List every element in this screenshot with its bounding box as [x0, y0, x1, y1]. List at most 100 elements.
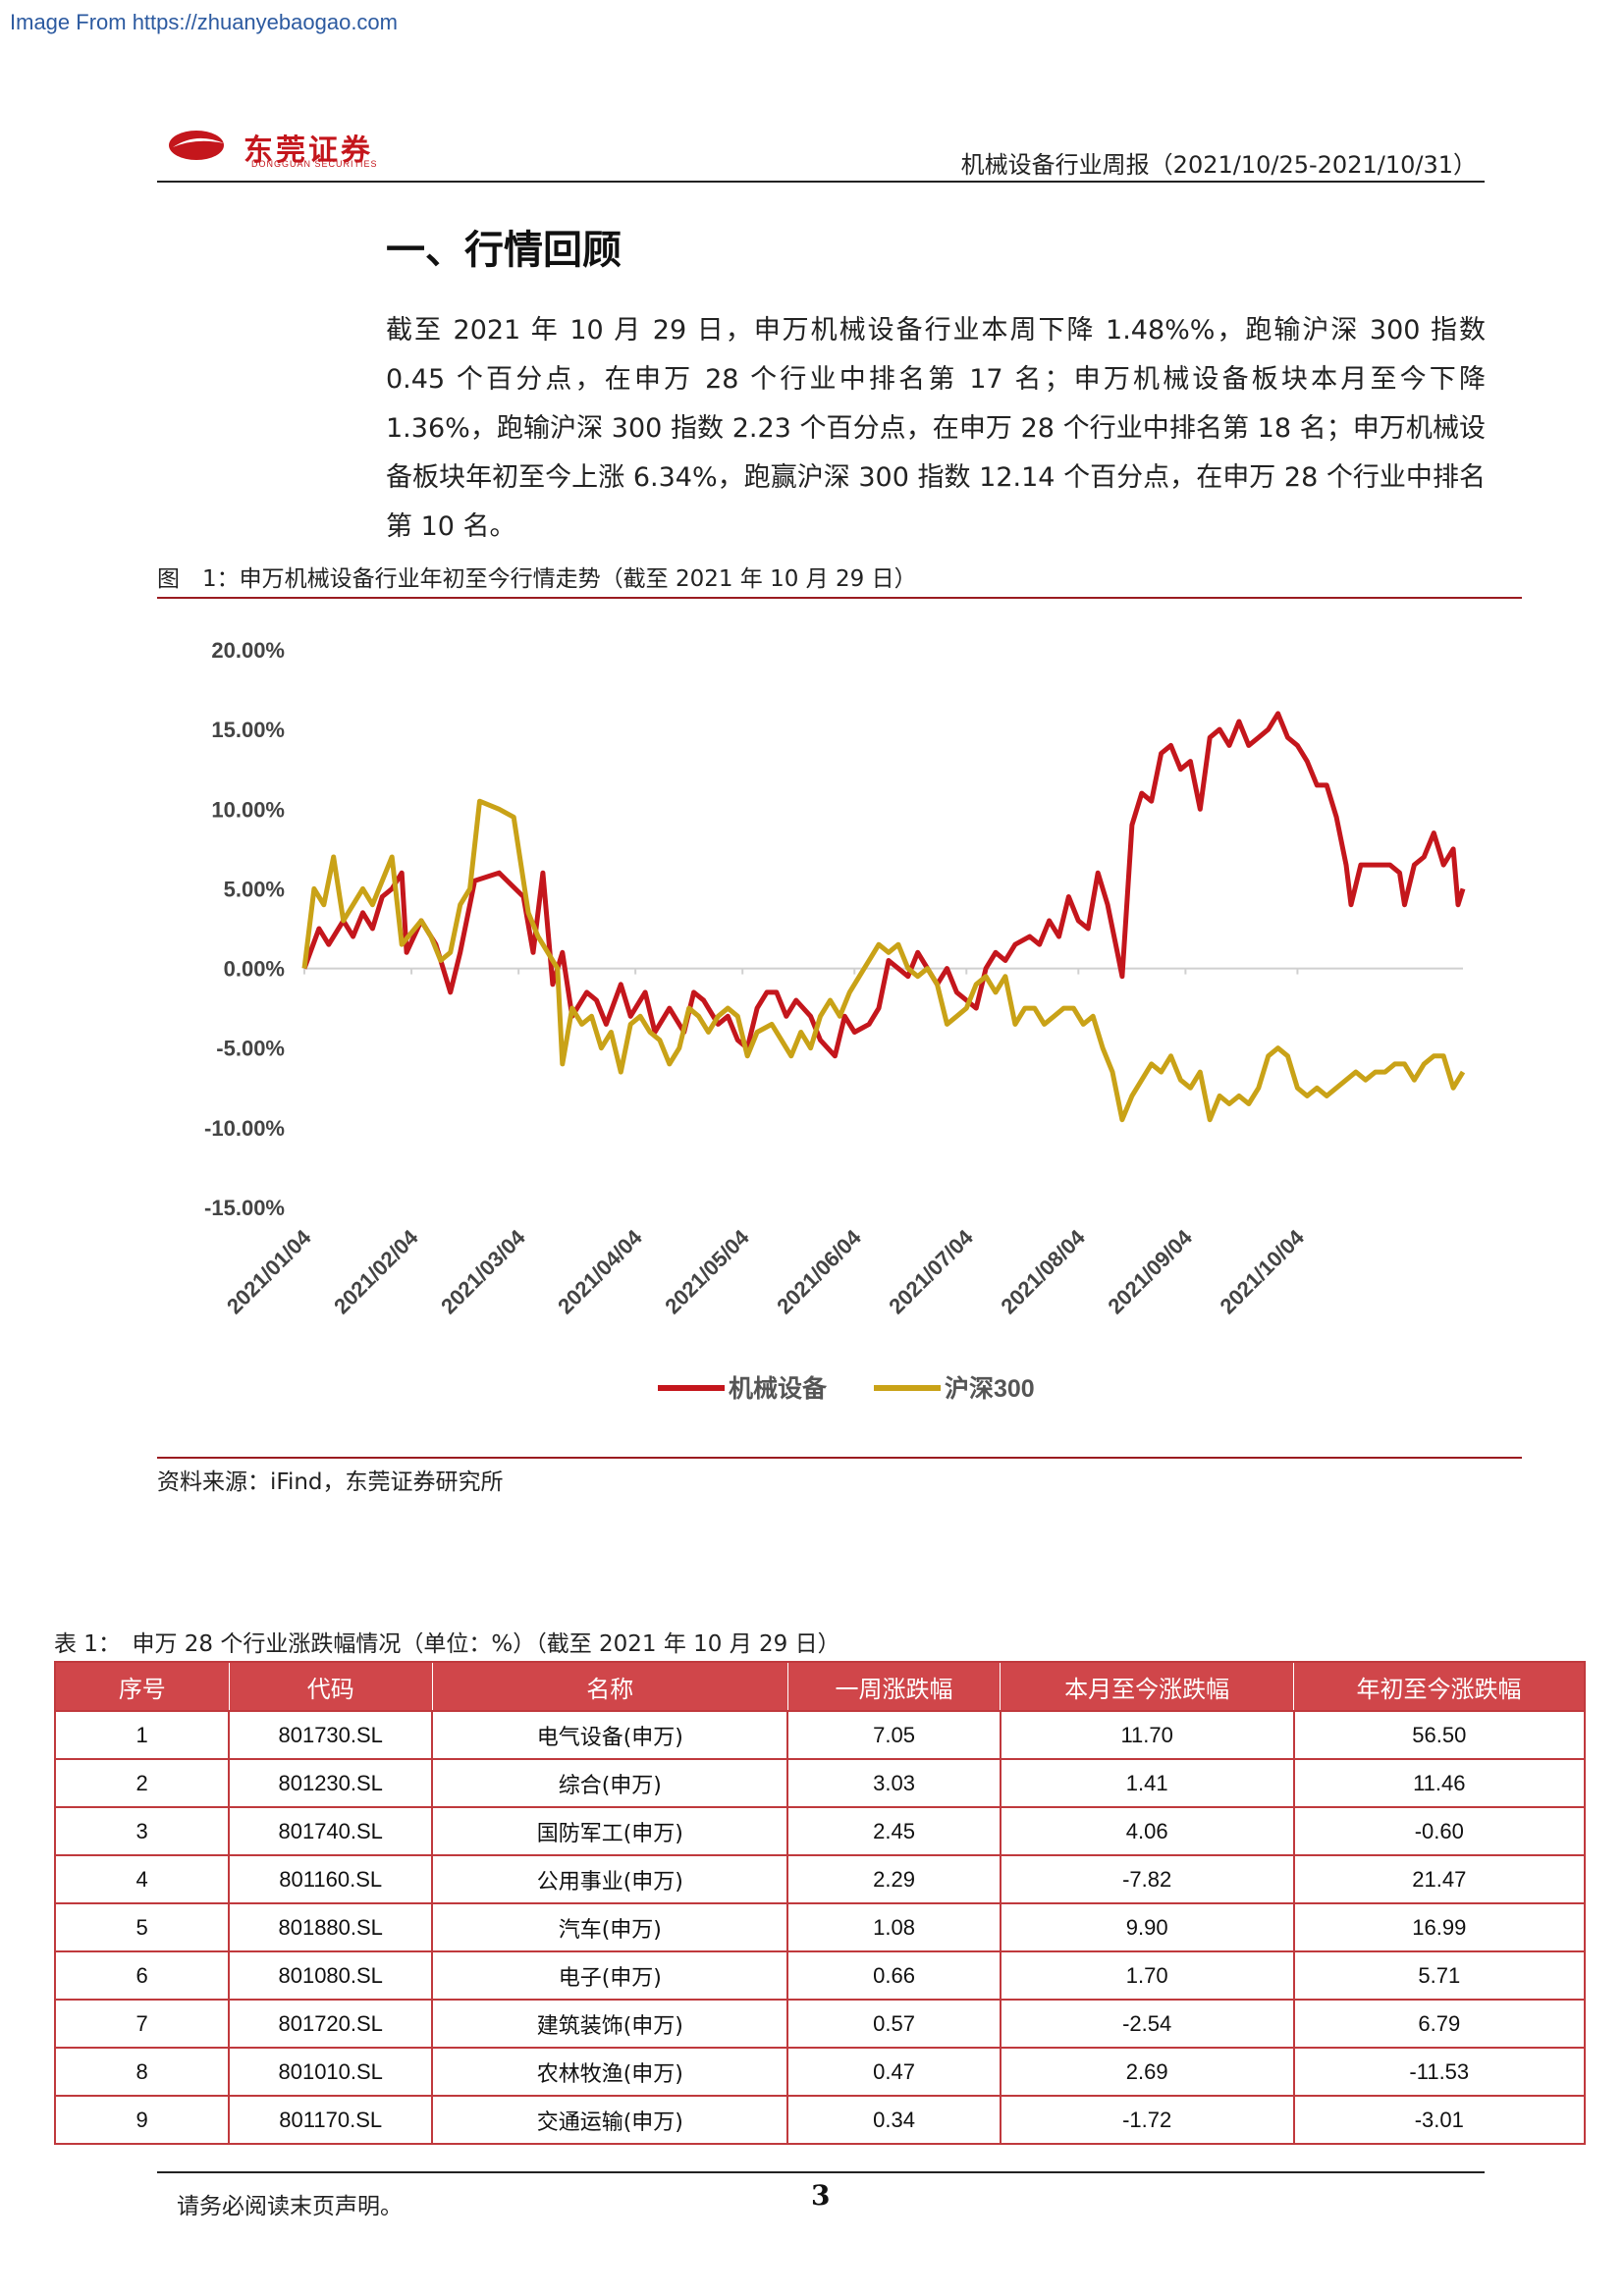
company-logo: 东莞证券 DONGGUAN SECURITIES [167, 124, 432, 173]
cell-rank: 9 [53, 2095, 231, 2145]
cell-name: 农林牧渔(申万) [431, 2047, 789, 2097]
cell-mtd-change: 1.41 [999, 1758, 1295, 1808]
cell-rank: 7 [53, 1999, 231, 2049]
cell-week-change: 0.66 [786, 1950, 1001, 2001]
x-tick-label: 2021/05/04 [660, 1224, 754, 1318]
table-caption: 表 1： 申万 28 个行业涨跌幅情况（单位：%）（截至 2021 年 10 月… [54, 1631, 840, 1657]
col-header-name: 名称 [431, 1661, 788, 1712]
report-header-title: 机械设备行业周报（2021/10/25-2021/10/31） [960, 151, 1477, 179]
cell-mtd-change: 2.69 [999, 2047, 1295, 2097]
cell-ytd-change: -0.60 [1292, 1806, 1587, 1856]
y-tick-label: 10.00% [211, 797, 285, 822]
col-header-rank: 序号 [54, 1661, 230, 1712]
table-row: 3 801740.SL 国防军工(申万) 2.45 4.06 -0.60 [53, 1806, 1587, 1856]
cell-week-change: 1.08 [786, 1902, 1001, 1952]
disclaimer-note: 请务必阅读末页声明。 [177, 2194, 403, 2219]
x-tick-label: 2021/07/04 [884, 1224, 978, 1318]
figure-caption: 图 1：申万机械设备行业年初至今行情走势（截至 2021 年 10 月 29 日… [157, 566, 917, 592]
cell-ytd-change: 6.79 [1292, 1999, 1587, 2049]
figure-source: 资料来源：iFind，东莞证券研究所 [157, 1469, 504, 1495]
cell-mtd-change: -1.72 [999, 2095, 1295, 2145]
table-row: 1 801730.SL 电气设备(申万) 7.05 11.70 56.50 [53, 1710, 1587, 1760]
chart-legend: 机械设备 沪深300 [658, 1375, 1035, 1403]
cell-ytd-change: 21.47 [1292, 1854, 1587, 1904]
table-row: 6 801080.SL 电子(申万) 0.66 1.70 5.71 [53, 1950, 1587, 2001]
figure-top-rule [157, 597, 1522, 599]
logo-text-cn: 东莞证券 [244, 133, 373, 168]
col-header-code: 代码 [228, 1661, 433, 1712]
section-title: 一、行情回顾 [386, 228, 622, 273]
legend-label: 机械设备 [729, 1375, 828, 1403]
cell-ytd-change: 16.99 [1292, 1902, 1587, 1952]
cell-ytd-change: 5.71 [1292, 1950, 1587, 2001]
cell-code: 801720.SL [228, 1999, 434, 2049]
col-header-ytd-change: 年初至今涨跌幅 [1293, 1661, 1586, 1712]
y-tick-label: 0.00% [224, 957, 285, 982]
cell-mtd-change: 1.70 [999, 1950, 1295, 2001]
table-row: 5 801880.SL 汽车(申万) 1.08 9.90 16.99 [53, 1902, 1587, 1952]
y-tick-label: -15.00% [204, 1196, 285, 1220]
y-tick-label: -10.00% [204, 1116, 285, 1141]
col-header-mtd-change: 本月至今涨跌幅 [1000, 1661, 1295, 1712]
x-tick-label: 2021/01/04 [222, 1224, 316, 1318]
series-line-machinery [301, 711, 1466, 1059]
cell-rank: 2 [53, 1758, 231, 1808]
cell-code: 801730.SL [228, 1710, 434, 1760]
cell-name: 公用事业(申万) [431, 1854, 789, 1904]
cell-code: 801230.SL [228, 1758, 434, 1808]
industry-performance-table: 序号 代码 名称 一周涨跌幅 本月至今涨跌幅 年初至今涨跌幅 1 801730.S… [53, 1661, 1587, 2145]
x-tick-label: 2021/04/04 [553, 1224, 647, 1318]
cell-week-change: 0.57 [786, 1999, 1001, 2049]
table-row: 8 801010.SL 农林牧渔(申万) 0.47 2.69 -11.53 [53, 2047, 1587, 2097]
y-axis: 20.00% 15.00% 10.00% 5.00% 0.00% -5.00% -10.00… [204, 638, 285, 1220]
source-watermark[interactable]: Image From https://zhuanyebaogao.com [10, 10, 398, 34]
cell-name: 电气设备(申万) [431, 1710, 789, 1760]
cell-mtd-change: 11.70 [999, 1710, 1295, 1760]
x-tick-label: 2021/03/04 [436, 1224, 530, 1318]
chart-series [301, 711, 1466, 1123]
cell-week-change: 2.45 [786, 1806, 1001, 1856]
cell-name: 综合(申万) [431, 1758, 789, 1808]
cell-rank: 5 [53, 1902, 231, 1952]
x-tick-label: 2021/10/04 [1215, 1224, 1309, 1318]
y-tick-label: -5.00% [216, 1037, 285, 1061]
col-header-week-change: 一周涨跌幅 [786, 1661, 1001, 1712]
cell-ytd-change: -3.01 [1292, 2095, 1587, 2145]
cell-rank: 1 [53, 1710, 231, 1760]
cell-rank: 4 [53, 1854, 231, 1904]
page-number: 3 [811, 2179, 831, 2212]
header-divider [157, 181, 1485, 183]
logo-text-en: DONGGUAN SECURITIES [251, 159, 378, 169]
cell-week-change: 0.34 [786, 2095, 1001, 2145]
cell-week-change: 2.29 [786, 1854, 1001, 1904]
table-row: 9 801170.SL 交通运输(申万) 0.34 -1.72 -3.01 [53, 2095, 1587, 2145]
cell-name: 建筑装饰(申万) [431, 1999, 789, 2049]
figure-bottom-rule [157, 1457, 1522, 1459]
cell-name: 国防军工(申万) [431, 1806, 789, 1856]
cell-week-change: 7.05 [786, 1710, 1001, 1760]
cell-week-change: 3.03 [786, 1758, 1001, 1808]
table-row: 2 801230.SL 综合(申万) 3.03 1.41 11.46 [53, 1758, 1587, 1808]
logo-mark-icon [169, 131, 224, 160]
x-tick-label: 2021/02/04 [329, 1224, 423, 1318]
cell-rank: 8 [53, 2047, 231, 2097]
legend-label: 沪深300 [945, 1375, 1035, 1403]
cell-ytd-change: -11.53 [1292, 2047, 1587, 2097]
cell-ytd-change: 56.50 [1292, 1710, 1587, 1760]
cell-name: 汽车(申万) [431, 1902, 789, 1952]
performance-line-chart: 20.00% 15.00% 10.00% 5.00% 0.00% -5.00% -10.00… [204, 638, 1466, 1403]
cell-code: 801740.SL [228, 1806, 434, 1856]
x-tick-label: 2021/06/04 [772, 1224, 866, 1318]
cell-code: 801010.SL [228, 2047, 434, 2097]
x-tick-label: 2021/09/04 [1103, 1224, 1197, 1318]
cell-code: 801170.SL [228, 2095, 434, 2145]
cell-mtd-change: -2.54 [999, 1999, 1295, 2049]
cell-mtd-change: 9.90 [999, 1902, 1295, 1952]
cell-name: 电子(申万) [431, 1950, 789, 2001]
table-row: 4 801160.SL 公用事业(申万) 2.29 -7.82 21.47 [53, 1854, 1587, 1904]
y-tick-label: 15.00% [211, 718, 285, 742]
table-header-row: 序号 代码 名称 一周涨跌幅 本月至今涨跌幅 年初至今涨跌幅 [54, 1661, 1586, 1712]
cell-name: 交通运输(申万) [431, 2095, 789, 2145]
footer-divider [157, 2171, 1485, 2173]
x-tick-label: 2021/08/04 [996, 1224, 1090, 1318]
